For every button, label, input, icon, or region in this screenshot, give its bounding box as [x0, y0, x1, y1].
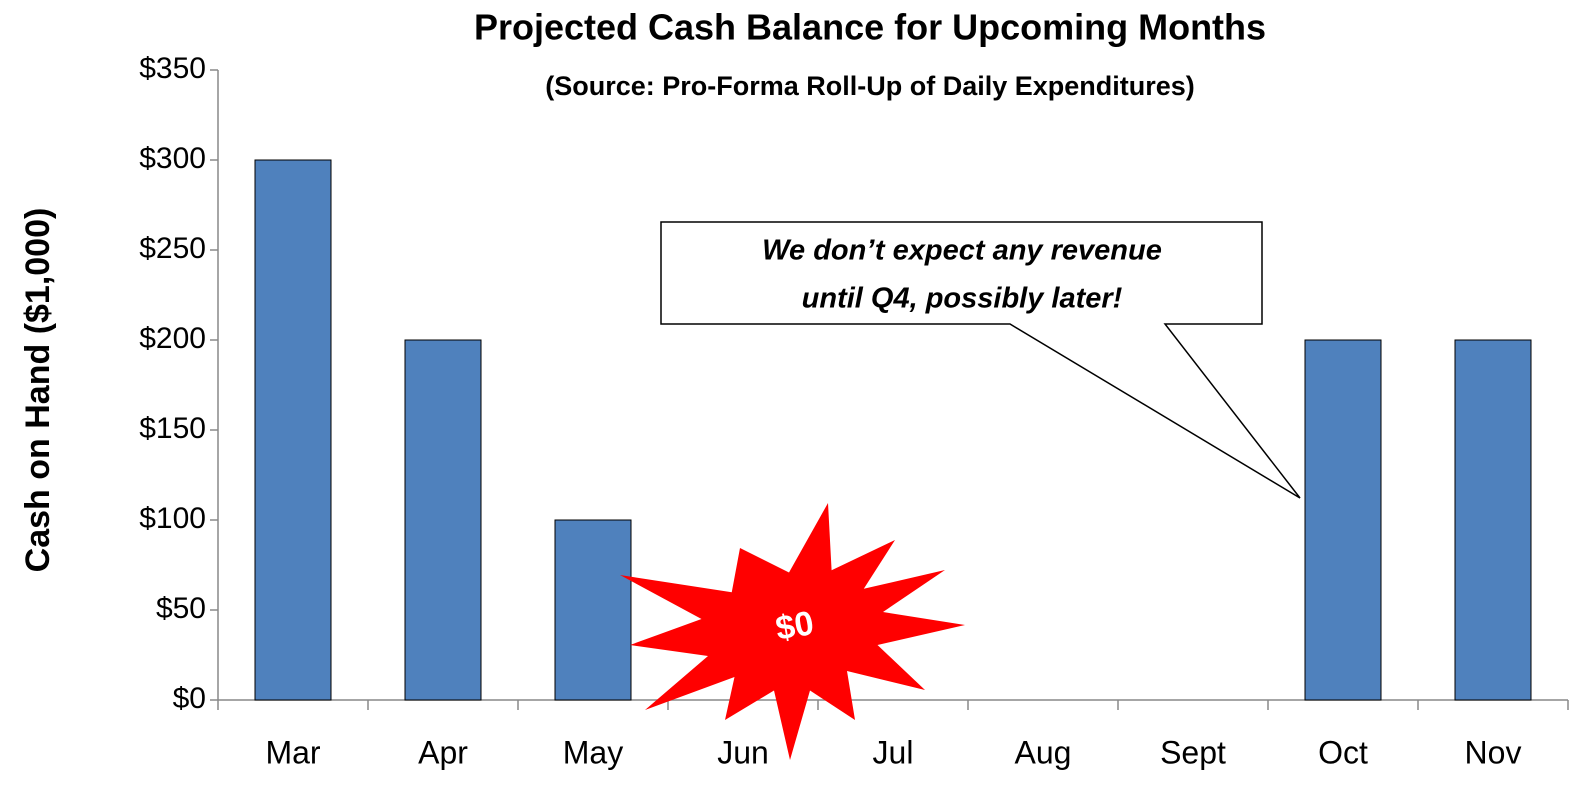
y-axis-label: Cash on Hand ($1,000): [19, 208, 57, 573]
bar: [404, 339, 482, 701]
x-tick-label: Jul: [873, 734, 914, 770]
x-tick-label: Oct: [1318, 734, 1368, 770]
x-tick-label: Nov: [1465, 734, 1522, 770]
x-tick-label: Mar: [265, 734, 320, 770]
x-tick-label: Jun: [717, 734, 769, 770]
x-tick-label: Aug: [1015, 734, 1072, 770]
starburst: [620, 503, 965, 760]
bar: [254, 159, 332, 701]
callout-box: [660, 221, 1301, 499]
starburst-label: $0: [773, 604, 817, 648]
y-tick-label: $50: [156, 592, 206, 625]
x-tick-label: Apr: [418, 734, 468, 770]
y-tick-label: $150: [139, 412, 206, 445]
y-tick-label: $300: [139, 142, 206, 175]
bar: [1454, 339, 1532, 701]
y-tick-label: $250: [139, 232, 206, 265]
y-tick-label: $0: [173, 682, 206, 715]
bar: [554, 519, 632, 701]
y-tick-label: $100: [139, 502, 206, 535]
x-tick-label: Sept: [1160, 734, 1226, 770]
y-tick-label: $350: [139, 52, 206, 85]
callout-text: We don’t expect any revenue: [762, 235, 1162, 267]
callout-text: until Q4, possibly later!: [802, 283, 1123, 315]
plot-area: $0 $50 $100 $150 $200 $250 $300 $350 Mar Apr May Ju…: [139, 52, 1569, 770]
bar: [1304, 339, 1382, 701]
chart-subtitle: (Source: Pro-Forma Roll-Up of Daily Expe…: [545, 71, 1195, 101]
chart-title: Projected Cash Balance for Upcoming Mont…: [474, 7, 1266, 48]
x-tick-label: May: [563, 734, 623, 770]
y-tick-label: $200: [139, 322, 206, 355]
